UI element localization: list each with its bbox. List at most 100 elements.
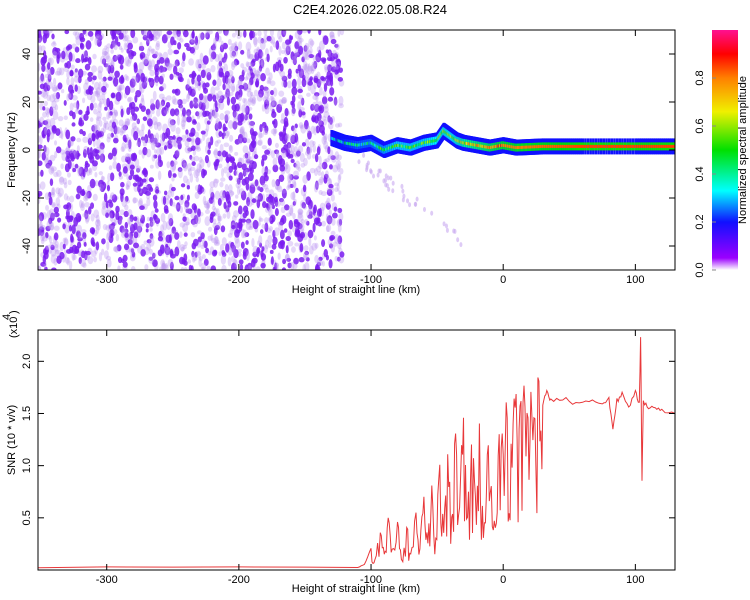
noise-blob — [99, 153, 106, 163]
noise-blob — [91, 239, 95, 247]
noise-blob — [157, 170, 162, 181]
noise-blob — [274, 142, 279, 149]
noise-blob — [88, 168, 92, 174]
noise-blob — [269, 249, 274, 254]
noise-blob — [329, 149, 334, 159]
noise-blob — [163, 109, 169, 115]
noise-blob — [240, 125, 245, 136]
noise-blob — [311, 101, 318, 110]
noise-blob — [300, 65, 305, 74]
noise-blob — [158, 86, 164, 92]
noise-blob — [62, 177, 68, 185]
noise-blob — [124, 195, 129, 202]
noise-blob — [180, 119, 186, 128]
noise-blob — [49, 154, 56, 162]
noise-blob — [214, 37, 218, 43]
noise-blob — [50, 254, 57, 264]
noise-blob — [157, 236, 164, 242]
noise-blob — [210, 265, 217, 270]
noise-blob — [270, 128, 277, 135]
noise-blob — [38, 150, 41, 161]
noise-blob — [220, 225, 226, 233]
noise-blob — [51, 33, 55, 40]
noise-blob — [269, 30, 274, 37]
noise-blob — [133, 106, 140, 112]
noise-blob — [170, 139, 177, 147]
noise-blob — [117, 41, 121, 47]
noise-blob — [234, 30, 241, 36]
noise-blob — [183, 203, 190, 211]
noise-blob — [155, 142, 162, 148]
noise-blob — [174, 204, 180, 209]
noise-blob — [241, 163, 247, 171]
noise-blob — [293, 181, 297, 189]
noise-blob — [182, 223, 189, 233]
noise-blob — [171, 176, 175, 182]
noise-blob — [303, 54, 310, 61]
noise-blob — [71, 224, 76, 235]
noise-blob — [249, 167, 254, 174]
noise-blob — [158, 93, 165, 100]
noise-blob — [246, 62, 252, 68]
noise-blob — [179, 38, 184, 43]
noise-blob — [100, 55, 106, 65]
noise-blob — [259, 229, 264, 234]
noise-blob — [293, 198, 297, 206]
noise-blob — [333, 65, 340, 70]
noise-blob — [130, 51, 137, 57]
noise-blob — [190, 211, 197, 219]
noise-blob — [189, 166, 196, 172]
noise-blob — [299, 152, 305, 163]
noise-blob — [65, 150, 70, 155]
noise-blob — [160, 99, 166, 107]
noise-blob — [78, 117, 83, 126]
noise-blob — [169, 249, 174, 257]
noise-blob — [205, 122, 210, 132]
noise-blob — [149, 233, 154, 240]
noise-blob — [176, 33, 182, 41]
noise-blob — [44, 192, 50, 201]
noise-blob — [291, 178, 297, 188]
noise-blob — [142, 167, 147, 175]
noise-blob — [332, 49, 337, 57]
noise-blob — [42, 91, 48, 99]
noise-blob — [209, 186, 214, 197]
noise-blob — [283, 80, 288, 88]
noise-blob — [111, 147, 118, 157]
noise-blob — [237, 78, 243, 86]
ridge-scatter — [400, 183, 404, 189]
noise-blob — [134, 158, 140, 168]
noise-blob — [54, 140, 58, 146]
noise-blob — [76, 100, 80, 110]
noise-blob — [273, 118, 278, 129]
noise-blob — [164, 145, 168, 151]
noise-blob — [186, 109, 192, 117]
noise-blob — [289, 35, 294, 41]
noise-blob — [53, 212, 60, 218]
noise-blob — [45, 154, 49, 161]
noise-blob — [109, 64, 115, 74]
noise-blob — [245, 167, 250, 173]
noise-blob — [221, 150, 227, 158]
noise-blob — [106, 258, 112, 268]
y-tick-label: -40 — [21, 238, 33, 254]
noise-blob — [153, 137, 158, 144]
noise-blob — [160, 212, 166, 223]
noise-blob — [108, 234, 114, 244]
noise-blob — [221, 57, 227, 63]
noise-blob — [194, 191, 200, 200]
noise-blob — [51, 203, 56, 208]
noise-blob — [246, 48, 251, 59]
noise-blob — [141, 80, 148, 89]
noise-blob — [40, 238, 45, 245]
noise-blob — [46, 62, 51, 70]
noise-blob — [184, 139, 190, 148]
noise-blob — [245, 182, 250, 191]
noise-blob — [149, 164, 154, 169]
noise-blob — [253, 89, 258, 97]
noise-blob — [43, 127, 48, 135]
noise-blob — [152, 252, 157, 258]
noise-blob — [159, 266, 164, 270]
noise-blob — [91, 250, 97, 258]
noise-blob — [127, 239, 133, 245]
